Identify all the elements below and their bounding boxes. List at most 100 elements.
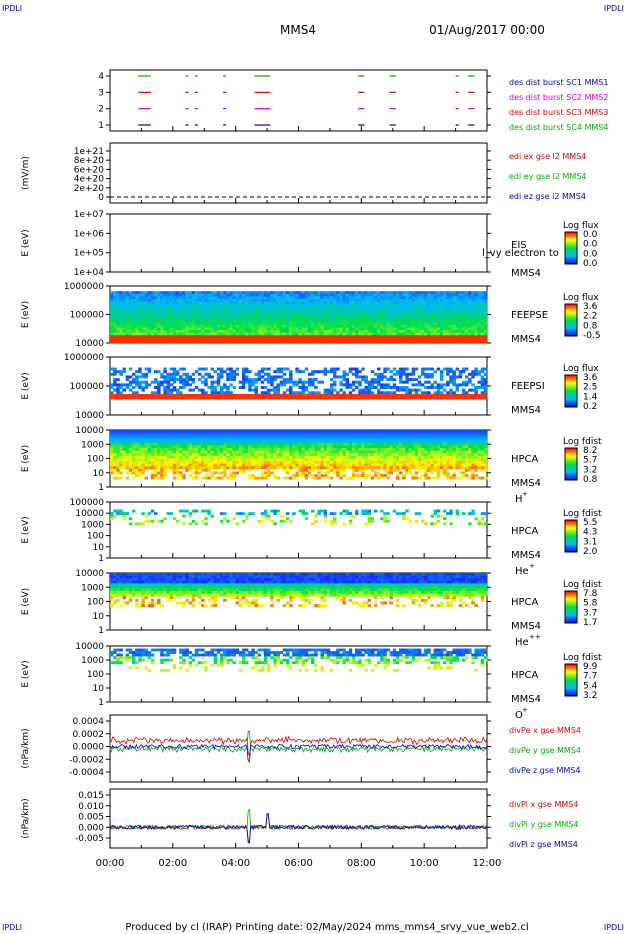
spectrogram-cell <box>276 453 280 457</box>
spectrogram-cell <box>229 319 233 323</box>
spectrogram-cell <box>229 453 233 457</box>
spectrogram-cell <box>172 463 177 467</box>
spectrogram-cell <box>458 309 463 313</box>
spectrogram-cell <box>289 388 293 392</box>
spectrogram-cell <box>223 435 227 439</box>
spectrogram-cell <box>424 293 428 297</box>
spectrogram-cell <box>289 298 293 302</box>
spectrogram-cell <box>292 311 296 315</box>
spectrogram-cell <box>160 301 164 305</box>
spectrogram-cell <box>194 396 199 400</box>
spectrogram-cell <box>361 442 365 446</box>
spectrogram-cell <box>197 293 202 297</box>
spectrogram-cell <box>188 337 192 341</box>
spectrogram-cell <box>342 304 346 308</box>
spectrogram-cell <box>191 445 196 449</box>
spectrogram-cell <box>289 296 293 300</box>
spectrogram-cell <box>411 291 416 295</box>
spectrogram-cell <box>135 317 139 320</box>
spectrogram-cell <box>348 314 353 318</box>
spectrogram-cell <box>254 396 258 400</box>
spectrogram-cell <box>163 463 167 467</box>
spectrogram-cell <box>213 396 218 400</box>
spectrogram-cell <box>367 293 372 297</box>
spectrogram-cell <box>191 291 196 295</box>
colorbar-tick-feepse: -0.5 <box>583 331 601 341</box>
spectrogram-cell <box>292 335 296 339</box>
spectrogram-cell <box>147 340 152 344</box>
spectrogram-cell <box>295 440 299 444</box>
spectrogram-cell <box>320 445 324 449</box>
spectrogram-cell <box>194 432 199 436</box>
spectrogram-cell <box>110 337 114 341</box>
spectrogram-cell <box>389 337 394 341</box>
spectrogram-cell <box>282 450 287 454</box>
spectrogram-cell <box>232 309 236 313</box>
spectrogram-cell <box>461 337 466 341</box>
spectrogram-cell <box>314 450 318 454</box>
spectrogram-cell <box>289 432 293 436</box>
spectrogram-cell <box>285 445 290 449</box>
y-tick-label-feepse: 10000 <box>75 339 104 349</box>
spectrogram-cell <box>188 327 192 331</box>
spectrogram-cell <box>169 466 174 470</box>
spectrogram-cell <box>421 340 425 344</box>
spectrogram-cell <box>204 393 208 397</box>
spectrogram-cell <box>216 453 221 457</box>
spectrogram-cell <box>449 311 453 315</box>
spectrogram-cell <box>399 367 403 371</box>
spectrogram-cell <box>238 442 243 446</box>
spectrogram-cell <box>166 332 170 336</box>
spectrogram-cell <box>238 437 243 441</box>
spectrogram-cell <box>304 461 309 464</box>
spectrogram-cell <box>474 311 478 315</box>
spectrogram-cell <box>377 430 381 433</box>
spectrogram-cell <box>433 337 438 341</box>
spectrogram-cell <box>399 306 403 310</box>
spectrogram-cell <box>257 319 262 323</box>
spectrogram-cell <box>257 293 262 297</box>
spectrogram-cell <box>301 386 306 389</box>
spectrogram-cell <box>119 324 123 328</box>
spectrogram-cell <box>358 296 362 300</box>
spectrogram-cell <box>166 396 170 400</box>
spectrogram-cell <box>364 440 368 444</box>
spectrogram-cell <box>157 463 161 467</box>
spectrogram-cell <box>169 378 174 382</box>
spectrogram-cell <box>219 458 224 462</box>
spectrogram-cell <box>273 432 277 436</box>
spectrogram-cell <box>254 330 258 333</box>
spectrogram-cell <box>245 296 249 300</box>
spectrogram-cell <box>235 432 240 436</box>
spectrogram-cell <box>326 335 331 339</box>
spectrogram-cell <box>116 293 120 297</box>
spectrogram-cell <box>411 319 416 323</box>
spectrogram-cell <box>367 314 372 318</box>
spectrogram-cell <box>358 332 362 336</box>
spectrogram-cell <box>270 337 274 341</box>
y-axis-label-feepsi: E (eV) <box>21 372 31 399</box>
spectrogram-cell <box>326 370 331 374</box>
overlay-text: l_vy electron to <box>482 248 559 259</box>
spectrogram-cell <box>153 437 158 441</box>
spectrogram-cell <box>421 296 425 300</box>
spectrogram-cell <box>282 367 287 371</box>
spectrogram-cell <box>150 396 155 400</box>
spectrogram-cell <box>289 332 293 336</box>
spectrogram-cell <box>153 311 158 315</box>
spectrogram-cell <box>172 440 177 444</box>
spectrogram-cell <box>367 466 372 470</box>
spectrogram-cell <box>474 319 478 323</box>
spectrogram-cell <box>339 453 343 457</box>
spectrogram-cell <box>248 298 252 302</box>
spectrogram-cell <box>361 335 365 339</box>
spectrogram-cell <box>263 430 268 433</box>
spectrogram-cell <box>251 437 255 441</box>
spectrogram-cell <box>141 445 145 449</box>
spectrogram-cell <box>298 311 302 315</box>
spectrogram-cell <box>229 304 233 308</box>
spectrogram-cell <box>273 386 277 389</box>
spectrogram-cell <box>285 463 290 467</box>
spectrogram-cell <box>251 291 255 295</box>
spectrogram-cell <box>358 458 362 462</box>
